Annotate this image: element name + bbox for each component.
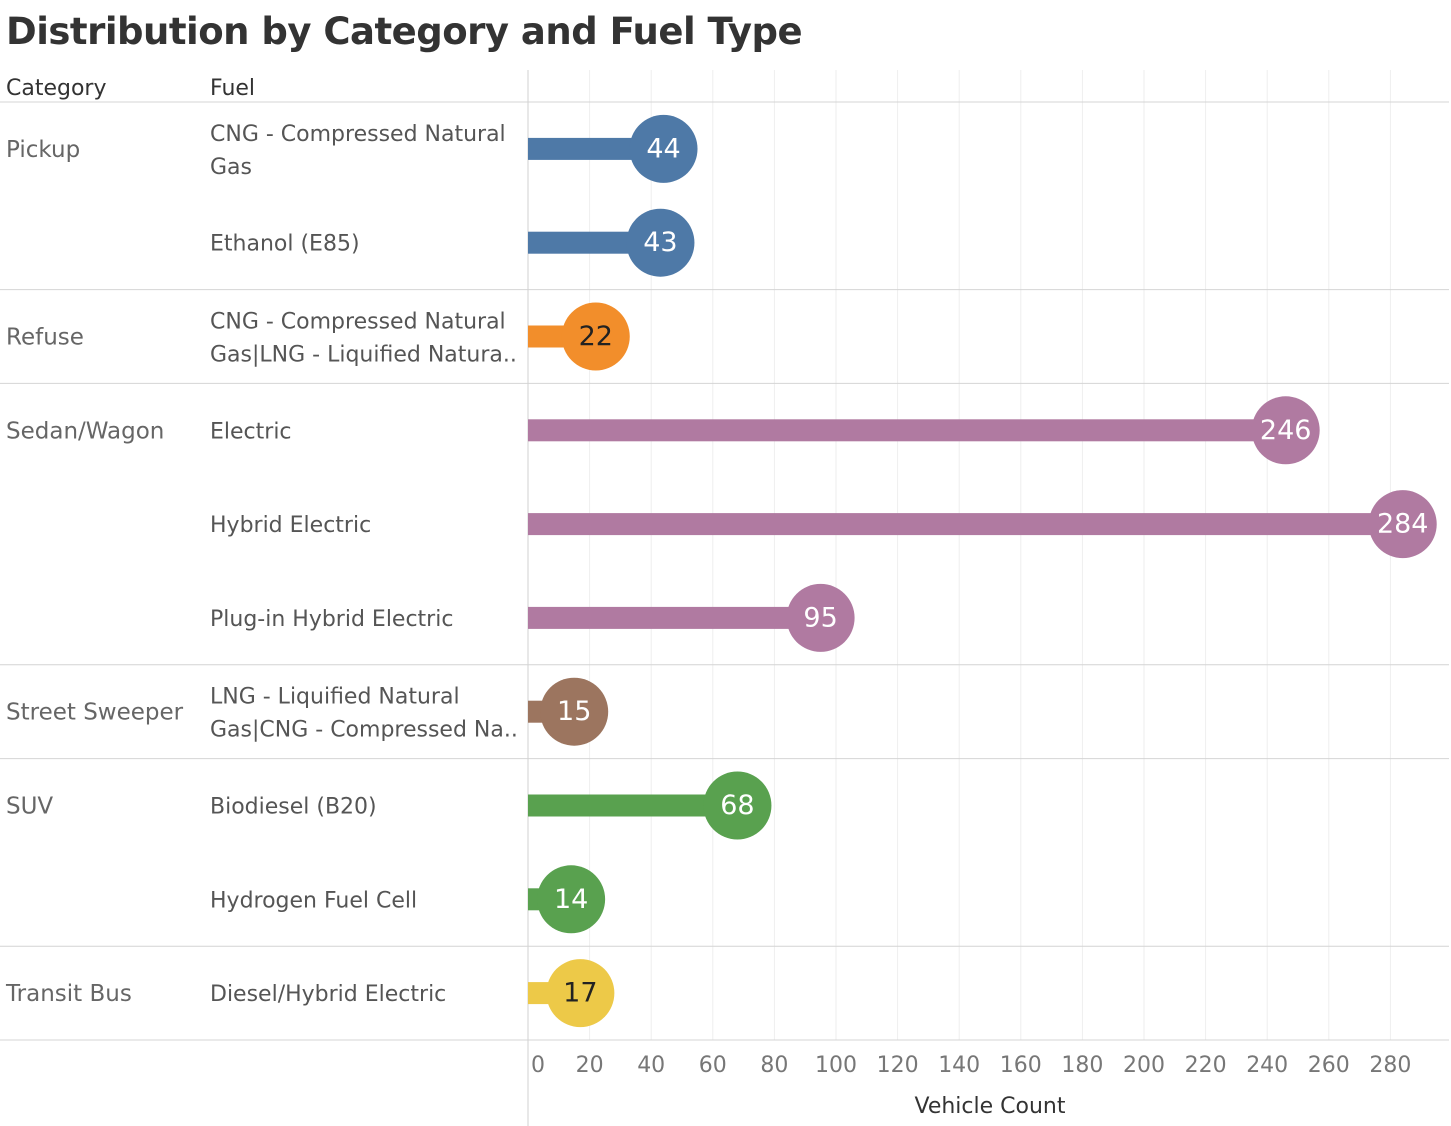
value-label: 95 bbox=[803, 602, 837, 633]
category-label: Pickup bbox=[6, 137, 80, 163]
lollipop-head bbox=[786, 583, 855, 652]
x-tick-label: 140 bbox=[938, 1053, 980, 1078]
x-tick-label: 100 bbox=[815, 1053, 857, 1078]
lollipop-head bbox=[703, 771, 772, 840]
lollipop-head bbox=[1368, 490, 1437, 559]
value-label: 68 bbox=[720, 790, 754, 821]
x-tick-label: 0 bbox=[531, 1053, 545, 1078]
x-tick-label: 260 bbox=[1308, 1053, 1350, 1078]
lollipop-head bbox=[540, 677, 609, 746]
bar bbox=[528, 606, 821, 629]
fuel-label: Biodiesel (B20) bbox=[210, 795, 377, 820]
x-tick-label: 280 bbox=[1369, 1053, 1411, 1078]
lollipop-head bbox=[1251, 396, 1320, 465]
fuel-label: Hybrid Electric bbox=[210, 513, 371, 538]
lollipop-head bbox=[537, 865, 606, 934]
value-label: 43 bbox=[643, 227, 677, 258]
x-axis-title: Vehicle Count bbox=[914, 1094, 1065, 1119]
fuel-label: CNG - Compressed Natural bbox=[210, 310, 506, 335]
category-column-header: Category bbox=[6, 76, 107, 101]
x-tick-label: 220 bbox=[1185, 1053, 1227, 1078]
fuel-label: Gas|LNG - Liquified Natura.. bbox=[210, 343, 517, 368]
x-tick-label: 40 bbox=[637, 1053, 665, 1078]
fuel-label: Hydrogen Fuel Cell bbox=[210, 888, 417, 913]
x-tick-label: 80 bbox=[760, 1053, 788, 1078]
lollipop-head bbox=[561, 302, 630, 371]
category-label: Sedan/Wagon bbox=[6, 418, 164, 444]
x-tick-label: 20 bbox=[576, 1053, 604, 1078]
category-label: SUV bbox=[6, 794, 53, 820]
fuel-column-header: Fuel bbox=[210, 76, 255, 101]
value-label: 44 bbox=[646, 133, 680, 164]
x-tick-label: 60 bbox=[699, 1053, 727, 1078]
bar bbox=[528, 137, 664, 160]
fuel-label: CNG - Compressed Natural bbox=[210, 122, 506, 147]
value-label: 284 bbox=[1377, 509, 1429, 540]
lollipop-head bbox=[629, 114, 698, 183]
x-tick-label: 180 bbox=[1061, 1053, 1103, 1078]
chart-title: Distribution by Category and Fuel Type bbox=[6, 10, 803, 53]
fuel-label: Electric bbox=[210, 419, 292, 444]
x-tick-label: 120 bbox=[877, 1053, 919, 1078]
value-label: 15 bbox=[557, 696, 591, 727]
x-tick-label: 240 bbox=[1246, 1053, 1288, 1078]
value-label: 17 bbox=[563, 978, 597, 1009]
category-label: Refuse bbox=[6, 325, 84, 351]
category-label: Street Sweeper bbox=[6, 700, 184, 726]
bar bbox=[528, 513, 1403, 536]
fuel-label: Gas|CNG - Compressed Na.. bbox=[210, 718, 518, 743]
fuel-label: Plug-in Hybrid Electric bbox=[210, 607, 453, 632]
lollipop-head bbox=[546, 959, 615, 1028]
fuel-label: Diesel/Hybrid Electric bbox=[210, 982, 446, 1007]
fuel-label: LNG - Liquified Natural bbox=[210, 685, 460, 710]
value-label: 246 bbox=[1260, 415, 1312, 446]
x-tick-label: 200 bbox=[1123, 1053, 1165, 1078]
bar bbox=[528, 419, 1286, 442]
value-label: 22 bbox=[579, 321, 613, 352]
category-label: Transit Bus bbox=[5, 981, 132, 1007]
fuel-label: Gas bbox=[210, 155, 252, 180]
fuel-label: Ethanol (E85) bbox=[210, 232, 360, 257]
lollipop-head bbox=[626, 208, 695, 277]
x-tick-label: 160 bbox=[1000, 1053, 1042, 1078]
value-label: 14 bbox=[554, 884, 588, 915]
bar bbox=[528, 794, 738, 817]
